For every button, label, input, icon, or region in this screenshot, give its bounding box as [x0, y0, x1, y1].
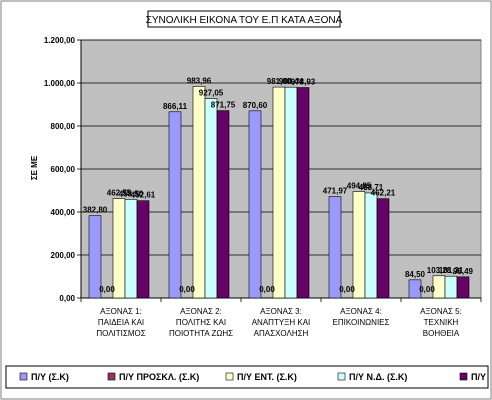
y-tick-label: 600,00 — [51, 165, 76, 174]
y-tick-label: 400,00 — [51, 208, 76, 217]
bar — [124, 199, 138, 299]
bar — [408, 279, 422, 299]
legend-swatch — [459, 372, 468, 381]
data-label: 84,50 — [405, 270, 426, 279]
data-label: 0,00 — [419, 285, 435, 294]
bar — [296, 87, 310, 299]
legend-swatch — [19, 372, 28, 381]
category-label: ΑΞΟΝΑΣ 3: — [260, 307, 302, 316]
bar — [284, 86, 298, 299]
legend-frame — [5, 365, 489, 389]
data-label: 0,00 — [179, 285, 195, 294]
y-tick-label: 800,00 — [51, 122, 76, 131]
category-labels: ΑΞΟΝΑΣ 1: ΠΑΙΔΕΙΑ ΚΑΙ ΠΟΛΙΤΙΣΜΟΣ ΑΞΟΝΑΣ 2: Π… — [80, 298, 482, 338]
bar — [168, 111, 182, 299]
data-label: 871,75 — [211, 101, 236, 110]
bar — [192, 86, 206, 299]
category-label: ΑΞΟΝΑΣ 2: — [180, 307, 222, 316]
category-label: ΤΕΧΝΙΚΗ — [424, 318, 459, 327]
chart-title-frame — [147, 10, 341, 28]
category-label: ΠΟΙΟΤΗΤΑ ΖΩΗΣ — [169, 329, 233, 338]
data-label: 462,21 — [371, 189, 396, 198]
y-axis-label: ΣΕ ΜΕ — [30, 155, 39, 180]
data-label: 488,71 — [359, 183, 384, 192]
category-label: ΠΑΙΔΕΙΑ ΚΑΙ — [98, 318, 144, 327]
bar — [376, 198, 390, 299]
data-label: 866,11 — [163, 102, 188, 111]
data-label: 978,93 — [291, 78, 316, 87]
bar — [328, 196, 342, 299]
category-label: ΕΠΙΚΟΙΝΩΝΙΕΣ — [333, 318, 390, 327]
bar — [456, 276, 470, 299]
legend-label: Π/Υ Ν.Δ. (Σ.Κ) — [349, 372, 407, 382]
category-label: ΑΝΑΠΤΥΞΗ ΚΑΙ — [252, 318, 311, 327]
category-label: ΠΟΛΙΤΙΣΜΟΣ — [96, 329, 145, 338]
legend-swatch — [107, 372, 116, 381]
y-tick-label: 1.200,00 — [44, 36, 76, 45]
bar — [136, 200, 150, 299]
data-label: 981,00 — [267, 77, 292, 86]
category-label: ΠΟΛΙΤΗΣ ΚΑΙ — [176, 318, 226, 327]
y-tick-label: 0,00 — [59, 294, 75, 303]
legend-label: Π/Υ (Σ.Κ) — [31, 372, 69, 382]
legend-label: Π/Υ ΕΝΤ. (Σ.Κ) — [237, 372, 297, 382]
legend-label: Π/Υ — [471, 372, 486, 382]
data-label: 452,61 — [131, 191, 156, 200]
y-tick-label: 200,00 — [51, 251, 76, 260]
data-label: 101,31 — [439, 266, 464, 275]
category-label: ΑΠΑΣΧΟΛΗΣΗ — [254, 329, 309, 338]
bars — [88, 86, 470, 299]
bar — [112, 198, 126, 299]
data-label: 927,05 — [199, 89, 224, 98]
bar — [88, 215, 102, 299]
data-label: 471,97 — [323, 187, 348, 196]
legend-swatch — [337, 372, 346, 381]
bar — [216, 110, 230, 299]
data-label: 382,80 — [83, 206, 108, 215]
category-label: ΑΞΟΝΑΣ 1: — [100, 307, 142, 316]
bar — [248, 110, 262, 299]
data-label: 0,00 — [259, 285, 275, 294]
data-label: 98,49 — [453, 267, 474, 276]
bar — [204, 98, 218, 299]
data-label: 458,50 — [119, 189, 144, 198]
legend: Π/Υ (Σ.Κ) Π/Υ ΠΡΟΣΚΛ. (Σ.Κ) Π/Υ ΕΝΤ. (Σ.Κ)… — [5, 365, 489, 389]
data-label: 494,85 — [347, 182, 372, 191]
bar — [364, 192, 378, 299]
bar — [432, 275, 446, 299]
bar — [352, 191, 366, 299]
legend-label: Π/Υ ΠΡΟΣΚΛ. (Σ.Κ) — [119, 372, 199, 382]
legend-swatch — [225, 372, 234, 381]
data-label: 870,60 — [243, 101, 268, 110]
bar — [272, 86, 286, 299]
bar — [444, 275, 458, 299]
data-label: 462,55 — [107, 189, 132, 198]
chart-title: ΣΥΝΟΛΙΚΗ ΕΙΚΟΝΑ ΤΟΥ Ε.Π ΚΑΤΑ ΑΞΟΝΑ — [146, 15, 343, 26]
data-label: 980,44 — [279, 77, 304, 86]
category-label: ΒΟΗΘΕΙΑ — [423, 329, 460, 338]
data-label: 103,28 — [427, 266, 452, 275]
data-label: 0,00 — [99, 285, 115, 294]
y-tick-label: 1.000,00 — [44, 79, 76, 88]
data-label: 0,00 — [339, 285, 355, 294]
chart-title-box: ΣΥΝΟΛΙΚΗ ΕΙΚΟΝΑ ΤΟΥ Ε.Π ΚΑΤΑ ΑΞΟΝΑ — [146, 10, 343, 28]
category-label: ΑΞΟΝΑΣ 5: — [420, 307, 462, 316]
category-label: ΑΞΟΝΑΣ 4: — [340, 307, 382, 316]
data-label: 983,96 — [187, 76, 212, 85]
